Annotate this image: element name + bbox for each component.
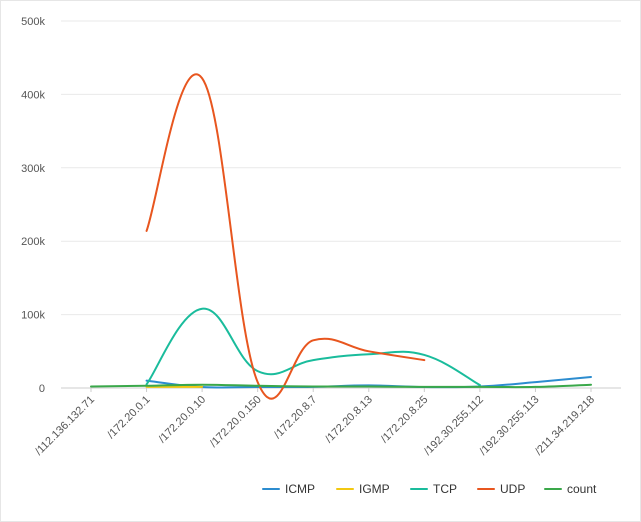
x-tick-label: /192.30.255.113	[477, 394, 541, 458]
series-line-count	[90, 383, 592, 389]
legend-item-igmp[interactable]: IGMP	[336, 482, 390, 496]
x-tick-label: /172.20.0.150	[208, 394, 264, 450]
y-tick-label: 100k	[21, 310, 45, 322]
x-tick-label: /172.20.0.1	[105, 394, 152, 441]
series-lines	[90, 73, 592, 400]
x-tick-label: /192.30.255.112	[422, 394, 486, 458]
legend-label: UDP	[500, 482, 525, 496]
series-line-tcp	[145, 307, 481, 387]
x-tick-label: /172.20.8.13	[323, 394, 375, 446]
y-tick-label: 400k	[21, 89, 45, 101]
y-tick-label: 500k	[21, 16, 45, 28]
legend-item-count[interactable]: count	[544, 482, 597, 496]
series-line-udp	[145, 73, 426, 400]
legend-item-icmp[interactable]: ICMP	[262, 482, 315, 496]
legend-item-udp[interactable]: UDP	[477, 482, 525, 496]
legend-label: count	[567, 482, 597, 496]
x-tick-label: /172.20.0.10	[156, 394, 208, 446]
legend-label: ICMP	[285, 482, 315, 496]
y-tick-label: 200k	[21, 236, 45, 248]
x-tick-label: /172.20.8.25	[379, 394, 431, 446]
y-axis: 0 100k 200k 300k 400k 500k	[21, 16, 45, 395]
x-tick-label: /211.34.219.218	[533, 394, 597, 458]
legend-item-tcp[interactable]: TCP	[410, 482, 457, 496]
y-tick-label: 300k	[21, 163, 45, 175]
legend-label: IGMP	[359, 482, 390, 496]
legend-label: TCP	[433, 482, 457, 496]
legend: ICMP IGMP TCP UDP count	[262, 482, 597, 496]
x-axis: /112.136.132.71/172.20.0.1/172.20.0.10/1…	[33, 388, 597, 458]
y-tick-label: 0	[39, 383, 45, 395]
x-tick-label: /112.136.132.71	[33, 394, 97, 458]
grid	[61, 20, 621, 389]
x-tick-label: /172.20.8.7	[272, 394, 319, 441]
series-line-icmp	[145, 375, 592, 389]
